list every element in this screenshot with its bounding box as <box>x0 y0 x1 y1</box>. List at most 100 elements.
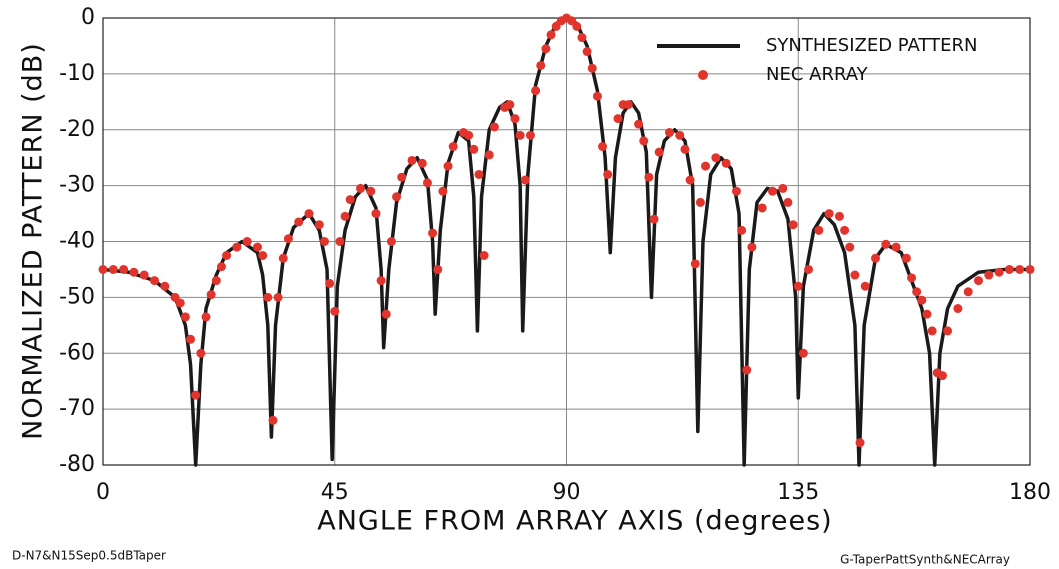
data-point <box>356 183 365 193</box>
data-point <box>392 192 402 202</box>
data-point <box>98 264 108 274</box>
data-point <box>974 276 983 286</box>
data-point <box>232 242 242 252</box>
data-point <box>216 262 226 272</box>
x-tick-label: 0 <box>96 480 110 505</box>
x-axis-title: ANGLE FROM ARRAY AXIS (degrees) <box>317 506 832 537</box>
data-point <box>654 147 664 157</box>
data-point <box>175 298 185 308</box>
data-point <box>665 128 674 138</box>
data-point <box>639 136 649 146</box>
legend-label: NEC ARRAY <box>766 64 869 85</box>
data-point <box>937 371 947 381</box>
data-point <box>186 334 196 344</box>
data-point <box>871 253 880 263</box>
data-point <box>253 242 262 252</box>
data-point <box>943 326 953 336</box>
data-point <box>649 214 659 224</box>
data-point <box>335 237 345 246</box>
data-point <box>824 209 834 219</box>
data-point <box>119 264 129 274</box>
data-point <box>319 237 329 246</box>
data-point <box>510 114 520 124</box>
y-tick-label: -70 <box>59 396 95 421</box>
data-point <box>572 21 582 31</box>
data-point <box>520 175 530 185</box>
data-point <box>804 264 814 274</box>
data-point <box>577 33 587 43</box>
y-tick-label: -50 <box>59 284 95 309</box>
data-point <box>314 220 324 230</box>
data-point <box>505 100 515 110</box>
data-point <box>881 239 891 249</box>
data-point <box>386 237 396 246</box>
data-point <box>397 172 407 182</box>
data-point <box>690 259 700 269</box>
data-point <box>515 130 525 140</box>
data-point <box>680 144 690 154</box>
data-point <box>196 348 206 358</box>
data-point <box>206 290 216 300</box>
data-point <box>778 183 788 193</box>
data-point <box>242 237 252 246</box>
y-tick-label: -10 <box>59 61 95 86</box>
data-point <box>325 278 335 288</box>
data-point <box>366 186 376 196</box>
data-point <box>150 276 159 286</box>
y-tick-label: 0 <box>81 5 95 30</box>
data-point <box>376 276 386 286</box>
data-point <box>422 178 432 188</box>
data-point <box>834 211 844 221</box>
data-point <box>474 169 484 179</box>
data-point <box>737 225 747 235</box>
data-point <box>381 309 391 319</box>
data-point <box>139 270 149 280</box>
data-point <box>984 270 994 280</box>
data-point <box>912 287 922 297</box>
legend-label: SYNTHESIZED PATTERN <box>766 35 977 56</box>
data-point <box>531 86 541 96</box>
data-point <box>623 100 633 110</box>
data-point <box>711 153 721 163</box>
y-tick-label: -20 <box>59 117 95 142</box>
left-note: D-N7&N15Sep0.5dBTaper <box>12 549 166 563</box>
data-point <box>1025 264 1035 274</box>
data-point <box>603 169 613 179</box>
data-point <box>108 264 118 274</box>
y-tick-label: -60 <box>59 340 95 365</box>
data-point <box>417 158 427 168</box>
x-tick-label: 180 <box>1009 480 1051 505</box>
data-point <box>160 281 170 291</box>
data-point <box>963 287 973 297</box>
data-point <box>479 250 489 260</box>
data-point <box>258 250 268 260</box>
data-point <box>747 242 757 252</box>
data-point <box>443 161 453 171</box>
data-point <box>922 309 932 319</box>
data-point <box>721 158 731 168</box>
data-point <box>525 130 535 140</box>
data-point <box>180 312 190 322</box>
data-point <box>222 250 232 260</box>
data-point <box>582 47 592 57</box>
data-point <box>268 415 278 425</box>
data-point <box>901 253 911 263</box>
data-point <box>371 209 381 219</box>
data-point <box>263 292 273 302</box>
data-point <box>536 60 546 70</box>
data-point <box>592 91 602 101</box>
y-tick-label: -40 <box>59 229 95 254</box>
right-note: G-TaperPattSynth&NECArray <box>840 553 1010 567</box>
data-point <box>464 130 474 140</box>
data-point <box>907 273 917 283</box>
data-point <box>788 220 798 230</box>
data-point <box>340 211 350 221</box>
y-tick-label: -30 <box>59 173 95 198</box>
data-point <box>798 348 808 358</box>
data-point <box>927 326 937 336</box>
data-point <box>850 270 860 280</box>
data-point <box>814 225 824 235</box>
data-point <box>1004 264 1014 274</box>
data-point <box>407 155 417 165</box>
legend-swatch <box>698 70 708 80</box>
